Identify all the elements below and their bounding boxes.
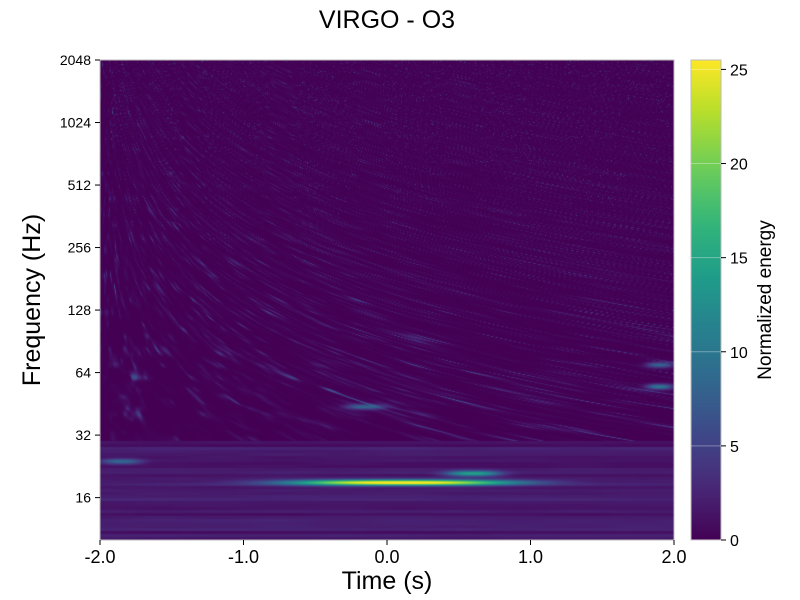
x-axis-ticks: -2.0 -1.0 0.0 1.0 2.0 (84, 540, 687, 567)
spectrogram-image (100, 60, 674, 540)
colorbar-gradient (690, 59, 722, 541)
y-tick-label: 16 (75, 490, 91, 506)
y-tick-label: 128 (68, 302, 92, 318)
colorbar (690, 59, 722, 541)
colorbar-tick-label: 5 (730, 439, 739, 456)
y-tick-label: 1024 (60, 115, 91, 131)
colorbar-tick-label: 15 (730, 251, 748, 268)
colorbar-ticks: 0 5 10 15 20 25 (691, 62, 748, 550)
y-tick-label: 64 (75, 365, 91, 381)
x-tick-label: 1.0 (518, 547, 543, 567)
colorbar-tick-label: 20 (730, 157, 748, 174)
colorbar-tick-label: 0 (730, 533, 739, 550)
colorbar-label: Normalized energy (755, 220, 776, 380)
y-tick-label: 256 (68, 240, 92, 256)
x-axis-label: Time (s) (342, 567, 433, 595)
x-tick-label: -2.0 (84, 547, 115, 567)
colorbar-tick-label: 25 (730, 62, 748, 79)
x-tick-label: -1.0 (228, 547, 259, 567)
x-tick-label: 2.0 (661, 547, 686, 567)
y-axis-label: Frequency (Hz) (18, 214, 46, 386)
x-tick-label: 0.0 (374, 547, 399, 567)
spectrogram-plot (99, 59, 675, 541)
chart-title: VIRGO - O3 (319, 6, 455, 34)
y-tick-label: 2048 (60, 52, 91, 68)
colorbar-tick-label: 10 (730, 345, 748, 362)
y-axis-ticks: 16 32 64 128 256 512 1024 2048 (60, 52, 100, 506)
y-tick-label: 32 (75, 427, 91, 443)
y-tick-label: 512 (68, 177, 92, 193)
